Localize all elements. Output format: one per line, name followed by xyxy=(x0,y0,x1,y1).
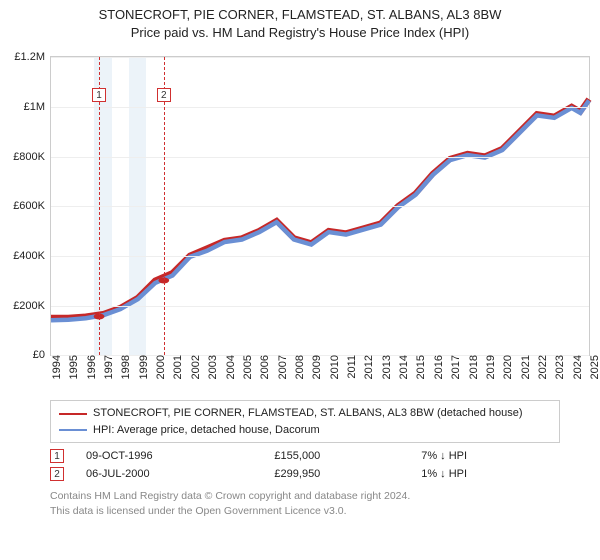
x-tick-label: 1996 xyxy=(82,355,98,379)
x-tick-label: 2012 xyxy=(359,355,375,379)
transaction-price: £299,950 xyxy=(274,468,413,480)
transaction-table: 1 09-OCT-1996 £155,000 7% ↓ HPI 2 06-JUL-2000… xyxy=(50,447,560,483)
gridline xyxy=(51,107,589,108)
x-tick-label: 1999 xyxy=(134,355,150,379)
x-tick-label: 2003 xyxy=(203,355,219,379)
legend-label: HPI: Average price, detached house, Daco… xyxy=(93,422,320,439)
x-tick-label: 2002 xyxy=(186,355,202,379)
footer-attribution: Contains HM Land Registry data © Crown c… xyxy=(50,489,560,517)
transaction-index-box: 1 xyxy=(50,449,64,463)
x-tick-label: 2018 xyxy=(464,355,480,379)
x-tick-label: 2010 xyxy=(325,355,341,379)
x-tick-label: 2011 xyxy=(342,355,358,379)
series-subject xyxy=(51,100,589,319)
y-tick-label: £1.2M xyxy=(14,51,51,63)
x-tick-label: 2006 xyxy=(255,355,271,379)
transaction-row: 1 09-OCT-1996 £155,000 7% ↓ HPI xyxy=(50,447,560,465)
gridline xyxy=(51,157,589,158)
chart-title: STONECROFT, PIE CORNER, FLAMSTEAD, ST. A… xyxy=(0,0,600,42)
legend-label: STONECROFT, PIE CORNER, FLAMSTEAD, ST. A… xyxy=(93,405,523,422)
x-tick-label: 2015 xyxy=(411,355,427,379)
y-tick-label: £1M xyxy=(24,101,51,113)
x-tick-label: 1998 xyxy=(116,355,132,379)
chart: £0£200K£400K£600K£800K£1M£1.2M1994199519… xyxy=(0,46,600,396)
transaction-row: 2 06-JUL-2000 £299,950 1% ↓ HPI xyxy=(50,465,560,483)
x-tick-label: 2020 xyxy=(498,355,514,379)
x-tick-label: 2008 xyxy=(290,355,306,379)
event-marker-box: 2 xyxy=(157,88,171,102)
x-tick-label: 2013 xyxy=(377,355,393,379)
y-tick-label: £200K xyxy=(13,300,51,312)
transaction-price: £155,000 xyxy=(274,450,413,462)
x-tick-label: 2024 xyxy=(568,355,584,379)
legend-swatch xyxy=(59,413,87,415)
footer-line2: This data is licensed under the Open Gov… xyxy=(50,504,560,518)
x-tick-label: 1995 xyxy=(64,355,80,379)
x-tick-label: 2014 xyxy=(394,355,410,379)
x-tick-label: 2001 xyxy=(168,355,184,379)
gridline xyxy=(51,57,589,58)
x-tick-label: 2007 xyxy=(273,355,289,379)
x-tick-label: 1997 xyxy=(99,355,115,379)
x-tick-label: 2023 xyxy=(550,355,566,379)
x-tick-label: 2021 xyxy=(516,355,532,379)
footer-line1: Contains HM Land Registry data © Crown c… xyxy=(50,489,560,503)
x-tick-label: 2009 xyxy=(307,355,323,379)
y-tick-label: £400K xyxy=(13,250,51,262)
x-tick-label: 2000 xyxy=(151,355,167,379)
gridline xyxy=(51,206,589,207)
transaction-date: 06-JUL-2000 xyxy=(86,468,266,480)
gridline xyxy=(51,256,589,257)
plot-area: £0£200K£400K£600K£800K£1M£1.2M1994199519… xyxy=(50,56,590,356)
legend-item: STONECROFT, PIE CORNER, FLAMSTEAD, ST. A… xyxy=(59,405,551,422)
x-tick-label: 2016 xyxy=(429,355,445,379)
x-tick-label: 2017 xyxy=(446,355,462,379)
gridline xyxy=(51,306,589,307)
x-tick-label: 2019 xyxy=(481,355,497,379)
event-marker-box: 1 xyxy=(92,88,106,102)
x-tick-label: 2005 xyxy=(238,355,254,379)
y-tick-label: £600K xyxy=(13,200,51,212)
legend: STONECROFT, PIE CORNER, FLAMSTEAD, ST. A… xyxy=(50,400,560,443)
legend-swatch xyxy=(59,429,87,431)
legend-item: HPI: Average price, detached house, Daco… xyxy=(59,422,551,439)
transaction-delta: 7% ↓ HPI xyxy=(421,450,560,462)
transaction-delta: 1% ↓ HPI xyxy=(421,468,560,480)
transaction-index-box: 2 xyxy=(50,467,64,481)
transaction-date: 09-OCT-1996 xyxy=(86,450,266,462)
title-line1: STONECROFT, PIE CORNER, FLAMSTEAD, ST. A… xyxy=(0,6,600,24)
x-tick-label: 2025 xyxy=(585,355,600,379)
series-hpi xyxy=(51,101,589,321)
title-line2: Price paid vs. HM Land Registry's House … xyxy=(0,24,600,42)
x-tick-label: 1994 xyxy=(47,355,63,379)
x-tick-label: 2004 xyxy=(221,355,237,379)
x-tick-label: 2022 xyxy=(533,355,549,379)
y-tick-label: £800K xyxy=(13,151,51,163)
